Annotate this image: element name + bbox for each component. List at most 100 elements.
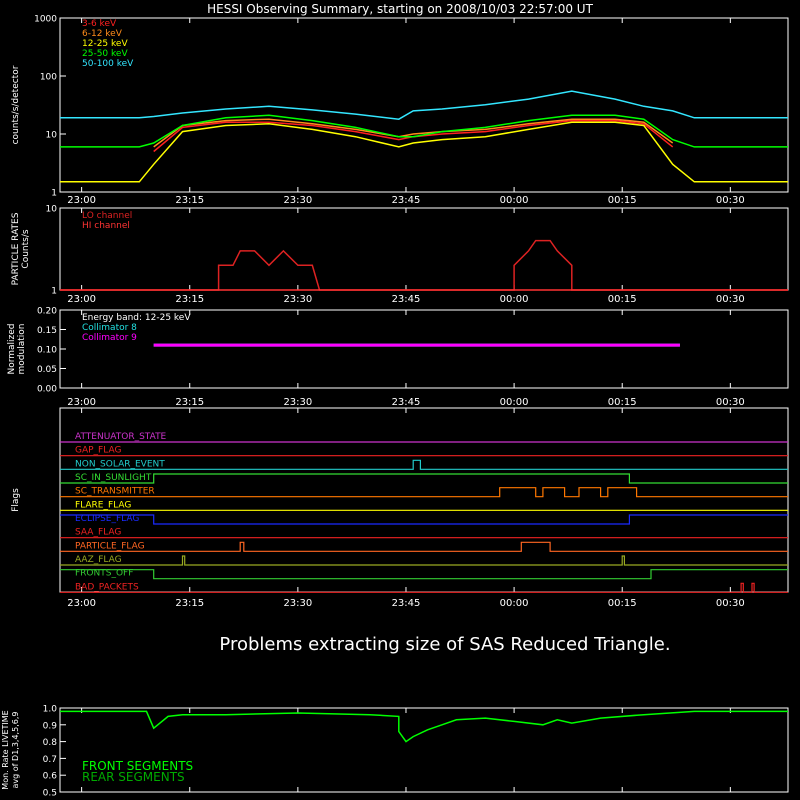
flag-label: SC_IN_SUNLIGHT [75,473,152,483]
y-tick-label: 0.05 [37,365,57,375]
flag-line-fronts_off [60,569,788,580]
x-tick-label: 00:15 [608,598,637,609]
flag-line-eclipse_flag [60,514,788,525]
legend-entry: FRONT SEGMENTS [82,759,193,773]
x-tick-label: 00:30 [716,294,745,305]
y-axis-label: counts/s/detector [11,65,21,144]
y-axis-label: Mon. Rate LIVETIME [1,710,10,789]
livetime-panel: 0.5 0.6 0.7 0.8 0.9 1.0 Mon. Rate LIVETIME avg … [1,705,789,799]
series-line-front-segments [60,710,788,743]
series-line-50-100-kev [60,90,788,120]
energy-band-annotation: Energy band: 12-25 keV [82,313,191,323]
y-tick-label: 0.20 [37,307,57,317]
x-tick-label: 23:30 [283,598,312,609]
x-tick-label: 23:00 [67,397,96,408]
x-tick-label: 00:00 [500,598,529,609]
x-tick-label: 23:45 [392,397,421,408]
flags-panel: 23:00 23:15 23:30 23:45 00:00 00:15 00:30 Flags… [11,407,789,609]
x-tick-label: 23:30 [283,294,312,305]
y-tick-label: 0.8 [43,738,58,748]
x-tick-label: 23:15 [175,294,204,305]
y-tick-label: 1 [51,287,57,297]
legend-entry: Collimator 9 [82,333,137,343]
y-tick-label: 0.10 [37,346,57,356]
legend-entry: 3-6 keV [82,19,117,29]
x-tick-label: 23:00 [67,294,96,305]
y-tick-label: 0.00 [37,385,57,395]
flag-line-non_solar_event [60,459,788,470]
x-tick-label: 23:30 [283,397,312,408]
series-line-6-12-kev [153,118,674,148]
legend-entry: REAR SEGMENTS [82,770,185,784]
x-tick-label: 00:15 [608,294,637,305]
flag-label: SAA_FLAG [75,528,121,538]
y-axis-label: modulation [17,324,27,375]
flag-label: BAD_PACKETS [75,582,139,592]
y-tick-label: 1.0 [43,705,58,715]
x-tick-label: 23:15 [175,598,204,609]
legend-entry: HI channel [82,221,130,231]
y-axis-label: Normalized [7,323,17,374]
flag-label: FLARE_FLAG [75,500,131,510]
particle-rates-panel: 23:00 23:15 23:30 23:45 00:00 00:15 00:30 1 10 PA… [11,205,789,305]
legend-entry: 25-50 keV [82,49,128,59]
legend-entry: 6-12 keV [82,29,123,39]
legend-entry: 50-100 keV [82,59,134,69]
y-axis-label: avg of D1,3,4,5,6,9 [11,712,20,789]
y-tick-label: 10 [46,131,58,141]
flag-line-aaz_flag [60,555,788,566]
count-rates-frame [59,17,789,193]
flag-line-bad_packets [60,582,788,593]
x-tick-label: 00:00 [500,397,529,408]
x-tick-label: 00:15 [608,397,637,408]
chart-title: HESSI Observing Summary, starting on 200… [207,2,593,16]
flag-line-sc_transmitter [60,487,788,498]
flag-label: GAP_FLAG [75,446,121,456]
modulation-panel: 23:00 23:15 23:30 23:45 00:00 00:15 00:30 0.00 0… [7,307,789,408]
y-tick-label: 1 [51,189,57,199]
y-axis-label: Counts/s [21,229,31,268]
y-axis-label: Flags [11,488,21,512]
y-tick-label: 1000 [34,15,57,25]
legend-entry: 12-25 keV [82,39,128,49]
y-tick-label: 0.5 [43,789,57,799]
livetime-frame [59,707,789,793]
y-tick-label: 0.9 [43,721,58,731]
legend-entry: LO channel [82,211,132,221]
y-tick-label: 100 [40,73,57,83]
x-tick-label: 00:15 [608,195,637,206]
x-tick-label: 00:00 [500,294,529,305]
x-tick-label: 23:45 [392,195,421,206]
x-tick-label: 00:30 [716,195,745,206]
flag-label: ATTENUATOR_STATE [75,432,167,442]
x-tick-label: 23:00 [67,598,96,609]
x-tick-label: 23:00 [67,195,96,206]
x-tick-label: 23:15 [175,195,204,206]
x-tick-label: 00:30 [716,598,745,609]
flag-label: ECLIPSE_FLAG [75,514,139,524]
flag-label: NON_SOLAR_EVENT [75,459,165,469]
y-tick-label: 0.7 [43,755,57,765]
y-tick-label: 0.15 [37,326,57,336]
series-line-25-50-kev [60,114,788,148]
flag-line-sc_in_sunlight [60,473,788,484]
y-tick-label: 10 [46,205,58,215]
flag-label: PARTICLE_FLAG [75,541,145,551]
x-tick-label: 00:00 [500,195,529,206]
flag-label: AAZ_FLAG [75,555,122,565]
series-line-12-25-kev [60,121,788,183]
x-tick-label: 23:45 [392,294,421,305]
flag-label: FRONTS_OFF [75,569,133,579]
x-tick-label: 23:45 [392,598,421,609]
sas-problem-message: Problems extracting size of SAS Reduced … [219,634,670,655]
legend-entry: Collimator 8 [82,323,137,333]
x-tick-label: 23:15 [175,397,204,408]
x-tick-label: 23:30 [283,195,312,206]
x-tick-label: 00:30 [716,397,745,408]
count-rates-panel: 23:00 23:15 23:30 23:45 00:00 00:15 00:30 1 10 10… [11,15,789,206]
y-axis-label: PARTICLE RATES [11,212,21,285]
flag-label: SC_TRANSMITTER [75,487,155,497]
flag-line-particle_flag [60,541,788,552]
y-tick-label: 0.6 [43,772,58,782]
